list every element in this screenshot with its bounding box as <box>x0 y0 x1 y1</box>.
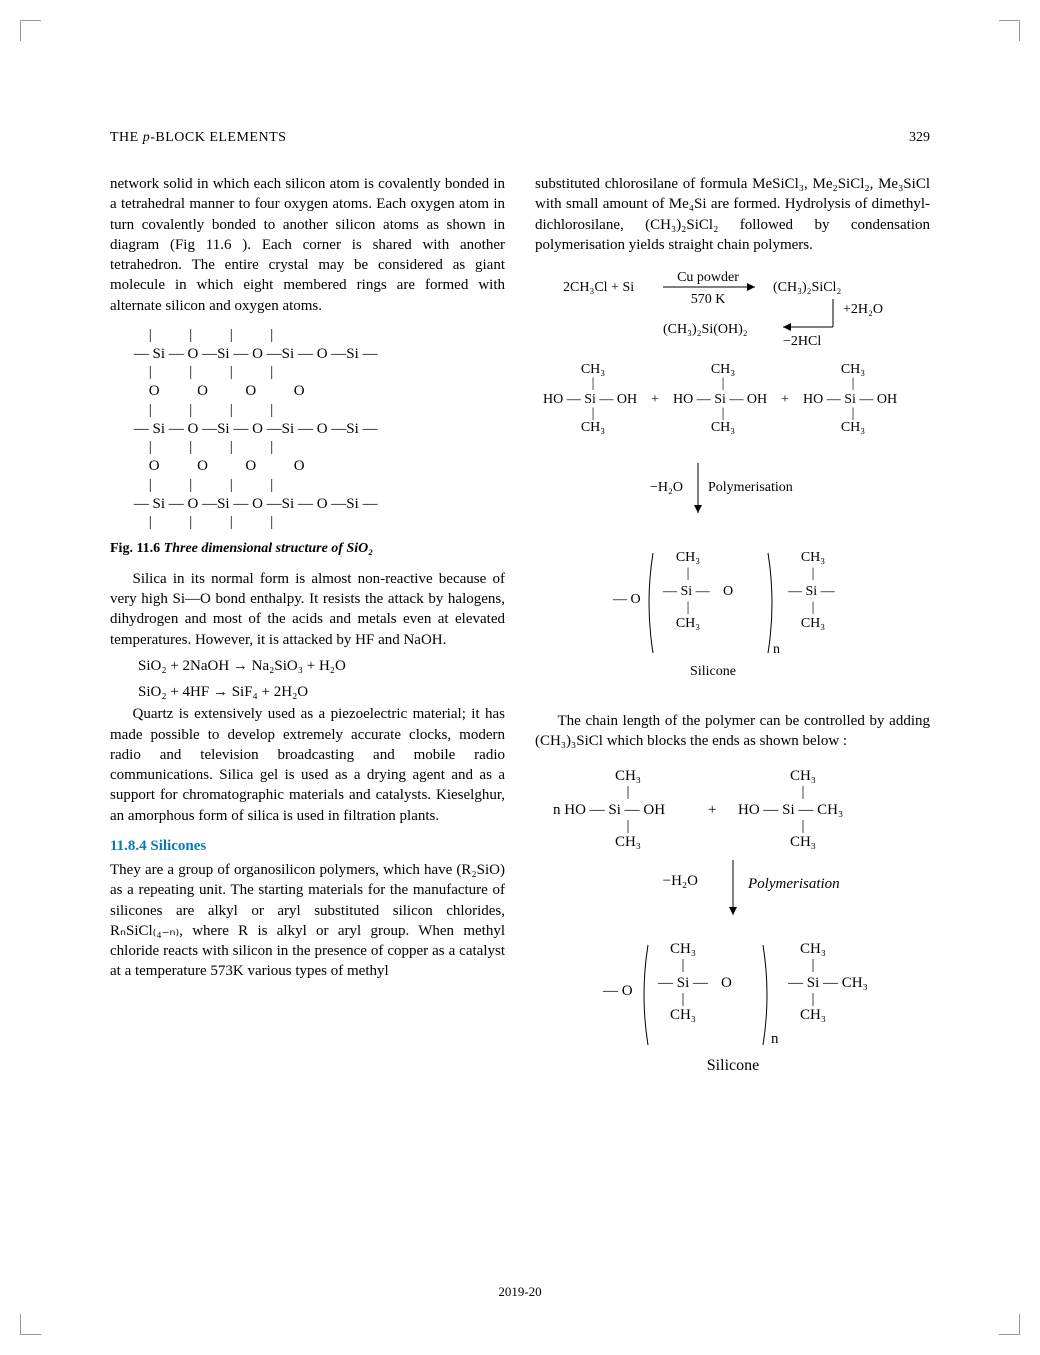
svg-text:CH₃: CH₃ <box>840 420 864 435</box>
svg-text:CH₃: CH₃ <box>614 768 640 784</box>
svg-text:|: | <box>801 784 804 800</box>
svg-text:|: | <box>686 566 689 581</box>
svg-text:|: | <box>591 406 594 421</box>
figure-caption-text: Three dimensional structure of SiO₂ <box>160 541 373 556</box>
svg-text:CH₃: CH₃ <box>669 1007 695 1023</box>
svg-text:CH₃: CH₃ <box>840 362 864 377</box>
svg-text:Cu powder: Cu powder <box>677 270 739 285</box>
svg-text:+2H₂O: +2H₂O <box>843 302 883 317</box>
svg-text:CH₃: CH₃ <box>799 1007 825 1023</box>
body-para: They are a group of organosilicon polyme… <box>110 860 505 982</box>
svg-text:CH₃: CH₃ <box>669 941 695 957</box>
svg-text:|: | <box>681 991 684 1007</box>
svg-text:|: | <box>811 600 814 615</box>
svg-text:n HO — Si — OH: n HO — Si — OH <box>553 802 665 818</box>
svg-text:CH₃: CH₃ <box>580 362 604 377</box>
svg-text:−H₂O: −H₂O <box>662 873 698 889</box>
svg-text:CH₃: CH₃ <box>675 550 699 565</box>
svg-text:CH₃: CH₃ <box>789 768 815 784</box>
svg-text:HO — Si — OH: HO — Si — OH <box>803 392 897 407</box>
body-para: Quartz is extensively used as a piezoele… <box>110 704 505 826</box>
svg-text:|: | <box>721 376 724 391</box>
svg-text:— Si — CH₃: — Si — CH₃ <box>787 975 868 991</box>
svg-text:CH₃: CH₃ <box>614 834 640 850</box>
svg-text:(CH₃)₂Si(OH)₂: (CH₃)₂Si(OH)₂ <box>663 322 748 337</box>
runhead-post: -BLOCK ELEMENTS <box>150 130 286 145</box>
figure-label: Fig. 11.6 <box>110 541 160 556</box>
svg-text:+: + <box>708 802 716 818</box>
svg-text:|: | <box>851 406 854 421</box>
sio2-structure-diagram: | | | | — Si — O —Si — O —Si — O —Si — |… <box>130 326 505 532</box>
svg-text:−2HCl: −2HCl <box>783 334 821 349</box>
svg-text:Polymerisation: Polymerisation <box>708 480 793 495</box>
svg-text:n: n <box>771 1031 779 1047</box>
reaction-scheme-2: CH₃ | n HO — Si — OH | CH₃ + CH₃ | HO — … <box>535 760 930 1080</box>
svg-text:HO — Si — OH: HO — Si — OH <box>673 392 767 407</box>
svg-text:— Si —: — Si — <box>662 584 711 599</box>
svg-text:|: | <box>626 784 629 800</box>
svg-text:|: | <box>626 818 629 834</box>
svg-text:HO — Si — CH₃: HO — Si — CH₃ <box>738 802 843 818</box>
svg-text:|: | <box>811 991 814 1007</box>
svg-text:570 K: 570 K <box>690 292 725 307</box>
svg-text:CH₃: CH₃ <box>580 420 604 435</box>
svg-text:Polymerisation: Polymerisation <box>747 876 840 892</box>
body-para: Silica in its normal form is almost non-… <box>110 569 505 650</box>
svg-text:|: | <box>681 957 684 973</box>
svg-text:CH₃: CH₃ <box>789 834 815 850</box>
footer-year: 2019-20 <box>0 1284 1040 1300</box>
svg-text:— Si —: — Si — <box>657 975 709 991</box>
svg-text:|: | <box>686 600 689 615</box>
svg-text:+: + <box>781 392 789 407</box>
svg-text:|: | <box>811 566 814 581</box>
page-number: 329 <box>909 130 930 146</box>
body-para: substituted chlorosilane of formula MeSi… <box>535 174 930 255</box>
reaction-scheme-1: 2CH₃Cl + Si Cu powder 570 K (CH₃)₂SiCl₂ … <box>535 263 930 703</box>
body-para: The chain length of the polymer can be c… <box>535 711 930 752</box>
equation: SiO₂ + 2NaOH → Na₂SiO₃ + H₂O <box>138 656 505 676</box>
svg-text:CH₃: CH₃ <box>799 941 825 957</box>
svg-text:2CH₃Cl + Si: 2CH₃Cl + Si <box>563 280 634 295</box>
svg-text:|: | <box>591 376 594 391</box>
svg-text:— O: — O <box>602 983 633 999</box>
svg-text:+: + <box>651 392 659 407</box>
svg-text:n: n <box>773 642 780 657</box>
page-header: THE p-BLOCK ELEMENTS 329 <box>110 130 930 146</box>
svg-text:(CH₃)₂SiCl₂: (CH₃)₂SiCl₂ <box>773 280 841 295</box>
body-para: network solid in which each silicon atom… <box>110 174 505 316</box>
svg-text:−H₂O: −H₂O <box>650 480 683 495</box>
svg-text:CH₃: CH₃ <box>800 616 824 631</box>
svg-text:CH₃: CH₃ <box>800 550 824 565</box>
section-heading: 11.8.4 Silicones <box>110 836 505 856</box>
figure-caption: Fig. 11.6 Three dimensional structure of… <box>110 540 505 559</box>
svg-text:— O: — O <box>612 592 641 607</box>
running-head: THE p-BLOCK ELEMENTS <box>110 130 286 146</box>
svg-text:|: | <box>801 818 804 834</box>
svg-text:O: O <box>721 975 732 991</box>
svg-text:|: | <box>811 957 814 973</box>
svg-text:|: | <box>721 406 724 421</box>
svg-text:O: O <box>723 584 733 599</box>
equation: SiO₂ + 4HF → SiF₄ + 2H₂O <box>138 682 505 702</box>
svg-text:CH₃: CH₃ <box>710 420 734 435</box>
svg-text:CH₃: CH₃ <box>675 616 699 631</box>
svg-text:Silicone: Silicone <box>690 664 736 679</box>
runhead-pre: THE <box>110 130 143 145</box>
svg-text:— Si —: — Si — <box>787 584 836 599</box>
svg-text:|: | <box>851 376 854 391</box>
svg-text:CH₃: CH₃ <box>710 362 734 377</box>
svg-text:Silicone: Silicone <box>706 1057 758 1074</box>
svg-text:HO — Si — OH: HO — Si — OH <box>543 392 637 407</box>
